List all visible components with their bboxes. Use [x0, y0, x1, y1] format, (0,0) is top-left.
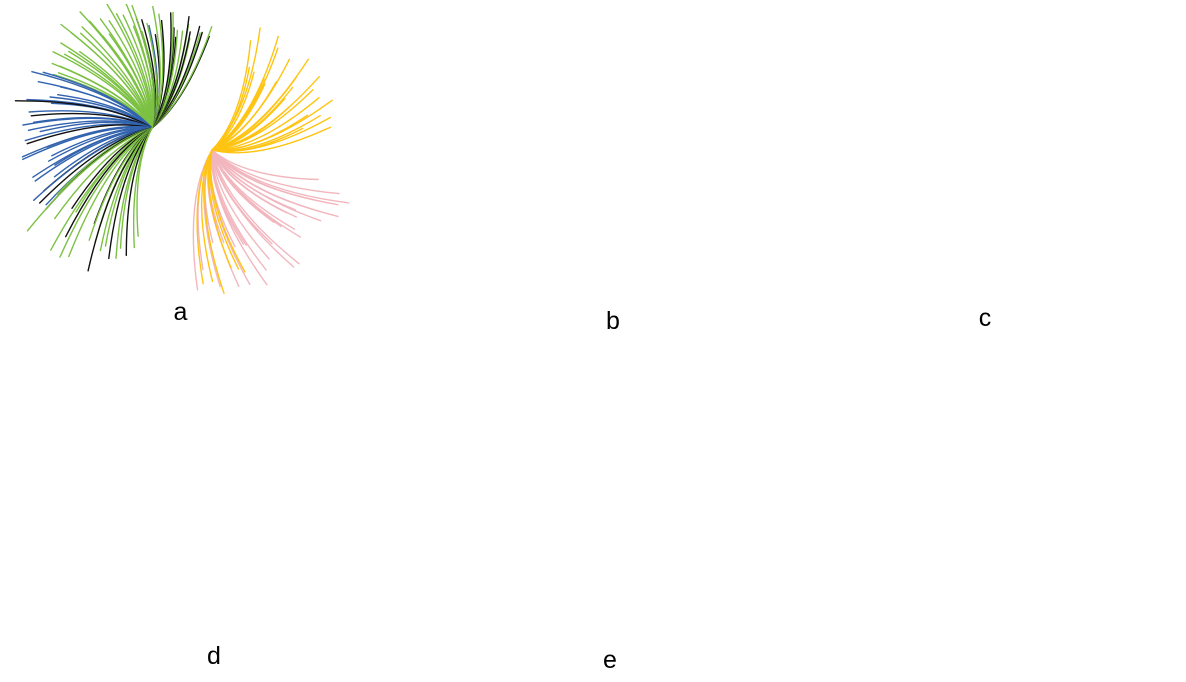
tree-branch [211, 58, 309, 151]
panel-b-admixture-plots: b [440, 14, 786, 340]
panel-d-label: d [207, 642, 221, 670]
panel-e-label: e [603, 646, 617, 674]
tree-branch [211, 66, 251, 151]
panel-b-label: b [606, 307, 620, 335]
panel-a-phylogenetic-tree: a [8, 4, 440, 344]
fst-piratio-scatter-plot [408, 352, 812, 652]
tree-branch [200, 149, 214, 283]
panel-c-label: c [978, 304, 992, 332]
tree-branch [211, 40, 252, 151]
tree-branch [52, 51, 153, 129]
panel-c-violin-plot: c [800, 6, 1186, 342]
tree-branch [26, 127, 153, 232]
ld-decay-line-plot [18, 356, 410, 652]
tree-branch [204, 149, 225, 294]
fan-tree-plot [14, 4, 350, 294]
panel-a-label: a [173, 298, 188, 326]
nucleotide-diversity-violin-plot [800, 6, 1186, 318]
tree-branch [207, 149, 232, 269]
admixture-stacked-bar-plot [440, 14, 786, 314]
tree-branch [211, 149, 270, 260]
tree-branch [136, 127, 153, 237]
panel-e-fst-piratio-scatter: e [408, 352, 812, 682]
tree-branches [14, 4, 350, 294]
tree-branch [196, 149, 213, 285]
tree-branch [14, 100, 153, 129]
panel-d-ld-decay-plot: d [18, 356, 410, 682]
